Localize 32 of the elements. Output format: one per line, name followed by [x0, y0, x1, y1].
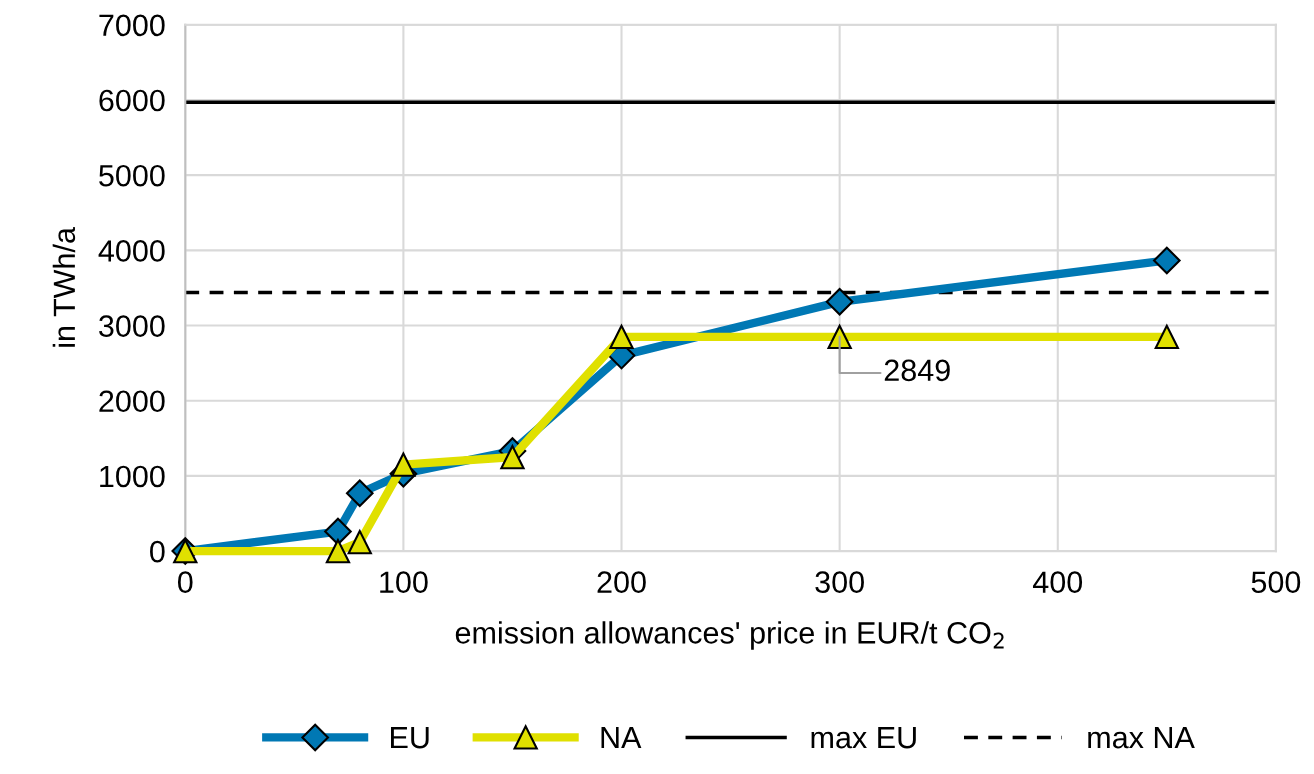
x-tick-label: 200	[597, 571, 646, 593]
y-tick-label: 5000	[99, 164, 165, 187]
y-tick-label: 6000	[99, 89, 165, 112]
y-tick-label: 2000	[99, 390, 165, 413]
x-axis-title: emission allowances' price in EUR/t CO$_{2}$	[455, 621, 1004, 650]
point	[1153, 246, 1181, 275]
legend-label: max NA	[1088, 727, 1195, 749]
legend-label: EU	[391, 727, 429, 749]
point	[391, 452, 416, 477]
annotation: 2849	[884, 359, 950, 382]
y-tick-label: 4000	[98, 240, 165, 262]
legend-label: max EU	[811, 727, 916, 749]
point	[609, 324, 634, 350]
x-tick-label: 100	[380, 571, 428, 593]
point	[825, 288, 854, 316]
y-axis-title: in TWh/a	[52, 227, 76, 347]
point	[500, 444, 525, 470]
x-tick-label: 500	[1251, 571, 1301, 593]
x-tick-label: 400	[1032, 571, 1083, 593]
y-tick-label: 1000	[100, 465, 165, 488]
point	[345, 479, 374, 507]
point	[1154, 324, 1179, 350]
y-tick-label: 3000	[99, 315, 165, 337]
point	[347, 529, 372, 555]
point	[325, 538, 351, 564]
point	[324, 517, 352, 546]
y-tick-label: 7000	[99, 14, 165, 37]
legend-label: NA	[601, 727, 642, 749]
x-tick-label: 0	[177, 571, 193, 593]
x-tick-label: 300	[815, 571, 864, 593]
y-tick-label: 0	[150, 540, 165, 563]
point	[827, 324, 852, 350]
